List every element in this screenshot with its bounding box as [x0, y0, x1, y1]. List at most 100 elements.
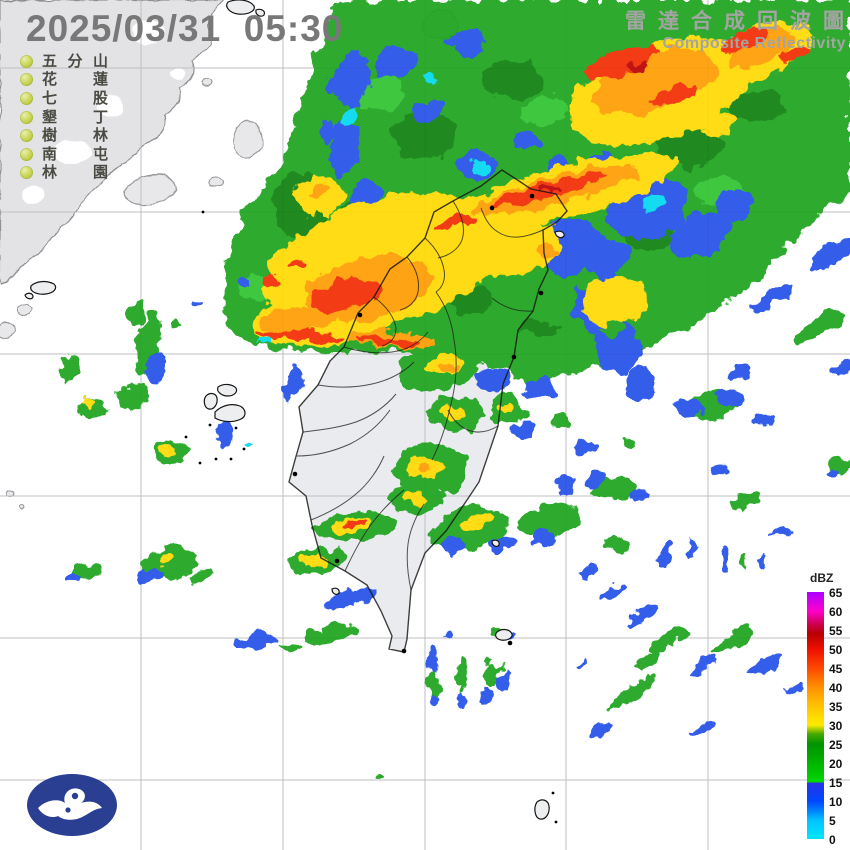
county-border [302, 393, 397, 433]
coastal-island [208, 176, 224, 188]
county-border [437, 200, 465, 259]
echo-cell-red [256, 330, 344, 342]
echo-cell-blue [138, 567, 162, 581]
echo-cell-green [634, 649, 662, 671]
echo-cell-green [572, 268, 600, 288]
echo-cell-blue [578, 566, 598, 578]
coastal-island [0, 321, 16, 339]
echo-cell-blue [373, 45, 417, 79]
echo-cell-dred [539, 183, 565, 193]
echo-cell-blue [758, 554, 766, 570]
echo-cell-green [603, 538, 627, 552]
echo-cell-blue [486, 537, 514, 553]
echo-cell-blue [325, 76, 339, 96]
echo-cell-orange [726, 27, 798, 69]
echo-cell-green [648, 627, 688, 653]
echo-cell-green [622, 437, 638, 449]
echo-cell-dgreen [482, 60, 542, 100]
echo-cell-blue [512, 131, 538, 149]
echo-cell-green [518, 503, 578, 537]
echo-cell-blue [480, 687, 490, 703]
echo-cell-green [76, 561, 104, 579]
china-landmass [0, 0, 226, 285]
echo-cell-blue [674, 398, 702, 418]
station-status-icon [20, 166, 33, 180]
echo-cell-blue [830, 358, 850, 378]
city-marker [538, 290, 544, 296]
offshore-island [214, 404, 246, 423]
station-row: 花蓮 [20, 71, 108, 90]
echo-cell-yellow [701, 113, 739, 137]
offshore-island [534, 799, 550, 820]
echo-cell-green [732, 491, 760, 509]
echo-cell-blue [66, 573, 82, 583]
offshore-island [24, 292, 34, 300]
echo-cell-yellow [443, 406, 467, 420]
echo-cell-blue [412, 100, 444, 124]
offshore-island [491, 539, 500, 547]
echo-cell-green [738, 552, 746, 568]
station-status-icon [20, 91, 33, 105]
coastal-bay [132, 20, 164, 44]
city-marker [529, 193, 535, 199]
station-row: 墾丁 [20, 108, 108, 127]
echo-cell-red [343, 520, 365, 528]
echo-cell-blue [718, 390, 742, 406]
coastal-island [123, 174, 177, 206]
echo-cell-dred [628, 62, 648, 74]
echo-cell-green [61, 352, 79, 384]
cwa-swirl [38, 788, 102, 820]
echo-cell-green [552, 415, 572, 429]
county-border [399, 256, 419, 311]
echo-cell-red [290, 259, 306, 267]
station-status-icon [20, 129, 33, 143]
cwa-logo [27, 774, 117, 836]
echo-cell-blue [625, 606, 659, 626]
echo-cell-blue [241, 280, 249, 286]
taiwan-coastline [288, 169, 568, 653]
islet-speckle [201, 210, 205, 214]
echo-cell-blue [428, 646, 438, 674]
echo-cell-yellow [401, 490, 427, 504]
observation-timestamp: 2025/03/31 05:30 [26, 8, 344, 49]
coastal-bay [170, 68, 186, 80]
islet-speckle [229, 457, 233, 461]
echo-cell-cyan [471, 162, 489, 174]
echo-cell-blue [686, 723, 714, 737]
offshore-island [554, 230, 565, 239]
echo-cell-red [720, 26, 770, 54]
station-row: 樹林 [20, 126, 108, 145]
county-border [480, 207, 544, 238]
station-status-icon [20, 147, 33, 161]
offshore-island [203, 392, 218, 410]
coastal-bay [22, 185, 46, 203]
radar-station-list: 五分山花蓮七股墾丁樹林南屯林園 [20, 52, 108, 182]
echo-cell-green [506, 332, 558, 388]
echo-cell-blue [571, 438, 599, 456]
county-border [431, 291, 457, 461]
islet-speckle [554, 820, 558, 824]
echo-cell-blue [497, 672, 509, 692]
echo-cell-green [118, 383, 148, 413]
echo-cell-blue [670, 211, 730, 259]
islet-speckle [184, 435, 188, 439]
station-name: 花蓮 [42, 71, 108, 89]
echo-cell-green [610, 673, 660, 711]
echo-cell-blue [284, 367, 302, 403]
offshore-island [331, 587, 340, 595]
station-name: 墾丁 [42, 108, 108, 126]
echo-cell-blue [658, 543, 672, 567]
coastal-bay [96, 96, 124, 116]
station-status-icon [20, 54, 33, 68]
echo-cell-blue [577, 660, 587, 668]
islet-speckle [551, 791, 555, 795]
echo-cell-blue [769, 523, 791, 537]
coastal-island [5, 488, 15, 496]
county-border [310, 455, 385, 521]
page-title: 雷達合成回波圖 Composite Reflectivity [625, 10, 846, 54]
echo-cell-blue [750, 655, 782, 677]
islet-speckle [234, 426, 238, 430]
echo-cell-dgreen [393, 113, 457, 157]
